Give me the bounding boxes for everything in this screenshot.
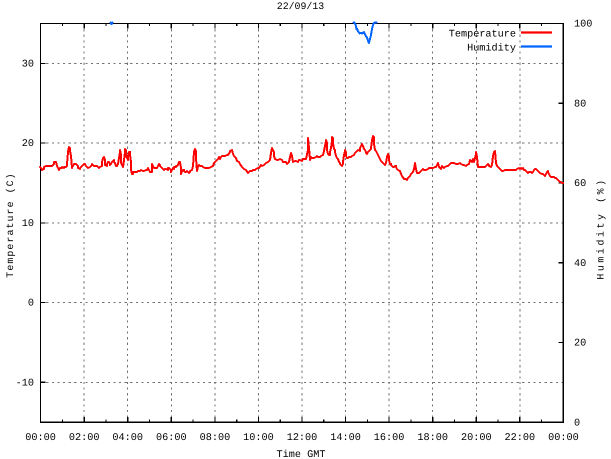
svg-text:16:00: 16:00 <box>374 433 405 444</box>
svg-text:20: 20 <box>574 339 586 350</box>
svg-text:Humidity: Humidity <box>467 43 516 55</box>
svg-text:00:00: 00:00 <box>548 433 579 444</box>
svg-text:0: 0 <box>574 418 580 429</box>
svg-text:18:00: 18:00 <box>417 433 448 444</box>
svg-text:80: 80 <box>574 99 586 110</box>
svg-text:30: 30 <box>22 60 34 71</box>
svg-text:100: 100 <box>574 20 592 31</box>
svg-text:Temperature: Temperature <box>449 30 516 41</box>
svg-text:Humidity (%): Humidity (%) <box>596 177 607 279</box>
svg-text:12:00: 12:00 <box>287 433 318 444</box>
svg-text:10:00: 10:00 <box>243 433 274 444</box>
svg-text:Temperature (C): Temperature (C) <box>5 172 16 277</box>
svg-text:04:00: 04:00 <box>112 433 143 444</box>
svg-text:06:00: 06:00 <box>156 433 187 444</box>
svg-text:20: 20 <box>22 139 34 150</box>
svg-text:Time GMT: Time GMT <box>277 449 326 459</box>
svg-text:02:00: 02:00 <box>69 433 100 444</box>
svg-text:0: 0 <box>28 299 34 310</box>
svg-text:20:00: 20:00 <box>461 433 492 444</box>
svg-text:40: 40 <box>574 259 586 270</box>
svg-text:00:00: 00:00 <box>25 433 56 444</box>
svg-text:-10: -10 <box>16 378 34 389</box>
svg-text:10: 10 <box>22 219 34 230</box>
svg-text:14:00: 14:00 <box>330 433 361 444</box>
svg-text:22:00: 22:00 <box>505 433 536 444</box>
svg-text:60: 60 <box>574 179 586 190</box>
svg-text:22/09/13: 22/09/13 <box>277 1 324 12</box>
svg-text:08:00: 08:00 <box>200 433 231 444</box>
